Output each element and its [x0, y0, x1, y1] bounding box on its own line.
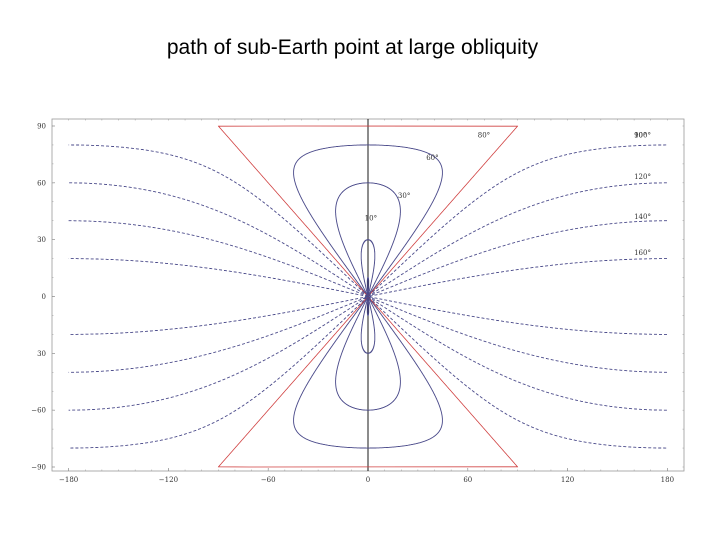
x-tick-label: −60 [261, 476, 276, 484]
curve-label: 160° [634, 249, 651, 257]
curve-label: 30° [398, 192, 410, 200]
y-tick-label: 60 [37, 179, 46, 187]
curve-label: 60° [426, 154, 438, 162]
curve-label: 140° [634, 213, 651, 221]
x-tick-label: 120 [561, 476, 574, 484]
x-tick-label: 180 [661, 476, 674, 484]
curve-label: 120° [634, 173, 651, 181]
y-tick-label: 30 [37, 350, 46, 358]
x-tick-label: −180 [59, 476, 78, 484]
slide-title: path of sub-Earth point at large obliqui… [166, 36, 539, 59]
y-tick-label: −90 [31, 464, 46, 472]
curve-label: 80° [478, 131, 490, 139]
curve-label: 10° [365, 215, 377, 223]
curve-label: 90° [634, 131, 646, 139]
series-line-160 [68, 258, 667, 335]
y-tick-label: 0 [42, 293, 46, 301]
x-tick-label: 60 [463, 476, 472, 484]
y-tick-label: 90 [37, 123, 46, 131]
y-tick-label: 30 [37, 236, 46, 244]
x-tick-label: 0 [366, 476, 370, 484]
x-tick-label: −120 [159, 476, 178, 484]
curve-label: 100° [634, 131, 651, 139]
y-tick-label: −60 [31, 407, 46, 415]
